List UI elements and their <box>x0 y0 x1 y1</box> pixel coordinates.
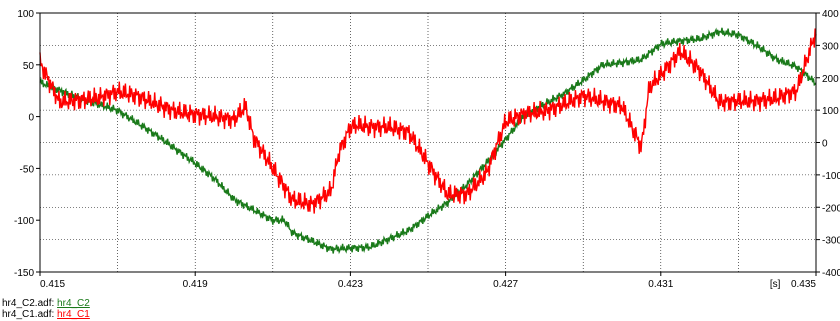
y-right-tick-label: 400 <box>822 9 839 20</box>
series-line-hr4-c1 <box>39 28 817 214</box>
x-unit-label: [s] <box>770 279 781 290</box>
y-right-tick-label: 100 <box>822 106 839 117</box>
series-line-hr4-c2 <box>39 27 817 255</box>
y-left-tick-label: 100 <box>17 9 34 20</box>
y-left-tick-label: -100 <box>14 216 34 227</box>
y-right-tick-label: 0 <box>822 139 828 150</box>
x-tick-label: 0.427 <box>493 279 518 290</box>
legend-file-c1: hr4_C1.adf: <box>2 309 55 320</box>
y-left-tick-label: 50 <box>23 61 35 72</box>
x-tick-label: 0.419 <box>183 279 208 290</box>
y-right-tick-label: -100 <box>822 171 840 182</box>
chart-canvas: 100 50 0 -50 -100 -150 400 300 200 100 0 -100 -200 -… <box>14 9 840 290</box>
x-tick-label: 0.415 <box>40 279 65 290</box>
axis-ticks-right: 400 300 200 100 0 -100 -200 -300 -400 <box>816 9 840 279</box>
x-tick-label: 0.435 <box>791 279 816 290</box>
legend-entry-c1: hr4_C1.adf: hr4_C1 <box>2 309 90 321</box>
legend-signal-c2[interactable]: hr4_C2 <box>57 298 90 309</box>
y-left-tick-label: -150 <box>14 268 34 279</box>
y-right-tick-label: -400 <box>822 268 840 279</box>
series-layer <box>39 27 817 255</box>
legend-file-c2: hr4_C2.adf: <box>2 298 55 309</box>
legend-entry-c2: hr4_C2.adf: hr4_C2 <box>2 298 90 310</box>
x-tick-label: 0.423 <box>338 279 363 290</box>
axis-ticks-left: 100 50 0 -50 -100 -150 <box>14 9 40 279</box>
axis-ticks-x: 0.415 0.419 0.423 0.427 0.431 0.435 [s] <box>39 272 817 290</box>
plot-frame <box>39 12 817 273</box>
y-right-tick-label: -200 <box>822 203 840 214</box>
y-right-tick-label: 300 <box>822 41 839 52</box>
legend-signal-c1[interactable]: hr4_C1 <box>57 309 90 320</box>
x-tick-label: 0.431 <box>648 279 673 290</box>
y-right-tick-label: 200 <box>822 74 839 85</box>
y-left-tick-label: 0 <box>28 113 34 124</box>
y-right-tick-label: -300 <box>822 236 840 247</box>
grid-layer <box>39 12 817 273</box>
y-left-tick-label: -50 <box>20 164 35 175</box>
